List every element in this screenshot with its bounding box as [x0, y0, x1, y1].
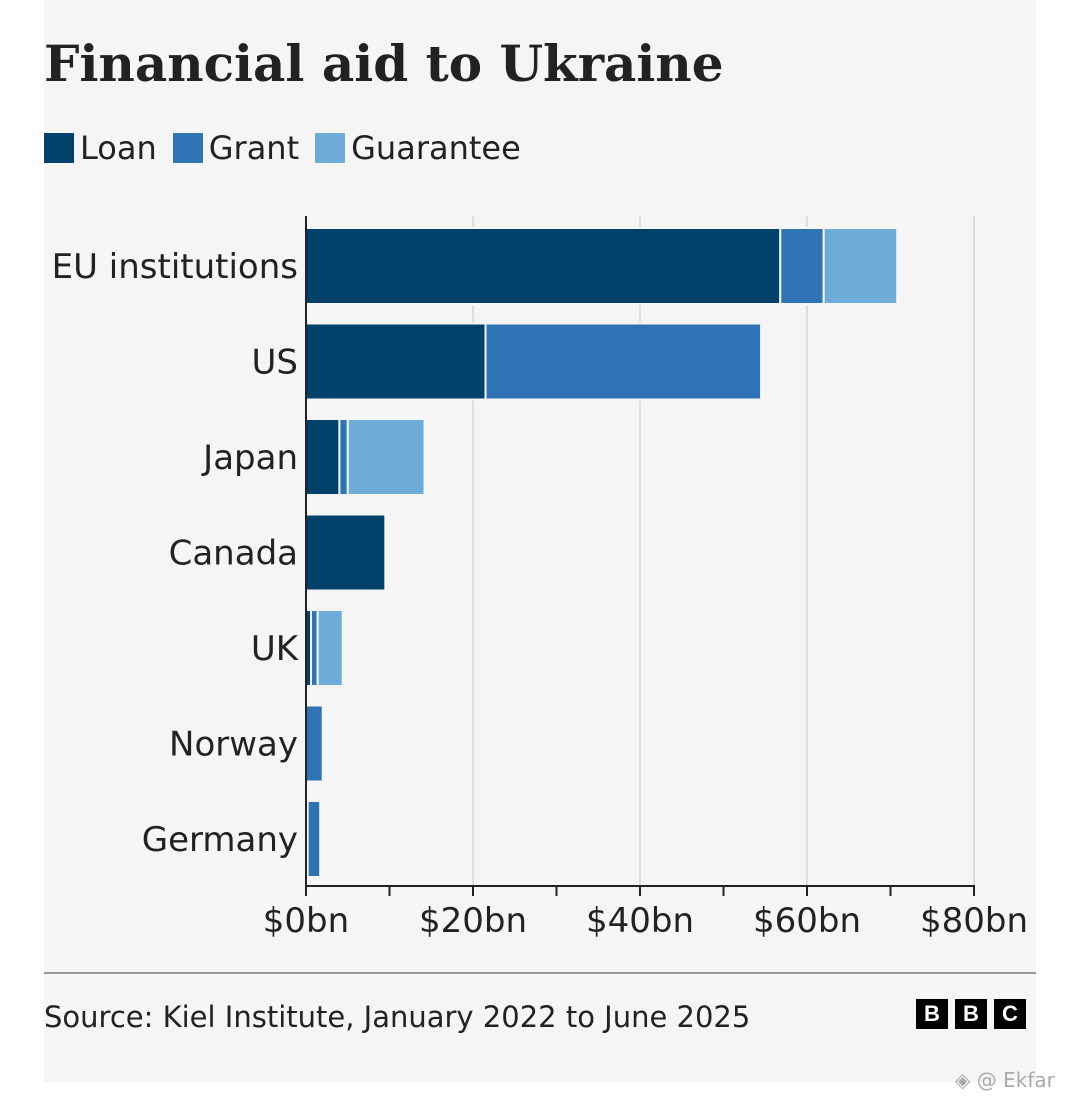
bar-segment: [305, 513, 387, 592]
category-label: Norway: [169, 725, 298, 765]
footer-divider: [44, 972, 1036, 974]
x-tick-label: $80bn: [920, 901, 1028, 941]
chart-card: [44, 0, 1036, 1082]
bar-segment: [779, 227, 825, 305]
bbc-logo-letter: B: [916, 999, 948, 1029]
legend-label-grant: Grant: [208, 129, 300, 167]
chart-title: Financial aid to Ukraine: [44, 34, 724, 93]
category-label: Canada: [169, 534, 298, 574]
bar-segment: [484, 322, 763, 401]
bar-segment: [305, 418, 341, 496]
legend-swatch-loan: [44, 133, 74, 163]
bbc-logo-letter: B: [955, 999, 987, 1029]
x-tick-label: $20bn: [419, 901, 527, 941]
bar-segment: [306, 800, 322, 878]
legend: Loan Grant Guarantee: [44, 128, 537, 168]
source-note: Source: Kiel Institute, January 2022 to …: [44, 1000, 751, 1034]
category-label: Germany: [142, 820, 298, 860]
bar-segment: [305, 227, 782, 305]
bar-segment: [310, 609, 319, 687]
legend-item-grant: Grant: [172, 129, 300, 167]
legend-item-guarantee: Guarantee: [315, 129, 521, 167]
x-tick-label: $40bn: [586, 901, 694, 941]
legend-swatch-grant: [172, 133, 203, 163]
x-tick-label: $60bn: [753, 901, 861, 941]
watermark: ◈ @ Ekfar: [955, 1068, 1055, 1092]
bar-segment: [305, 704, 324, 783]
legend-label-loan: Loan: [80, 129, 157, 167]
category-label: Japan: [201, 438, 298, 478]
x-tick-label: $0bn: [263, 901, 349, 941]
bar-segment: [305, 322, 487, 401]
legend-label-guarantee: Guarantee: [351, 129, 521, 167]
bar-segment: [346, 418, 426, 496]
category-label: EU institutions: [52, 247, 298, 287]
legend-swatch-guarantee: [315, 133, 346, 163]
legend-item-loan: Loan: [44, 129, 157, 167]
bbc-logo: B B C: [916, 999, 1033, 1029]
bar-segment: [316, 609, 344, 687]
bar-segment: [338, 418, 349, 496]
category-label: US: [252, 343, 298, 383]
bbc-logo-letter: C: [994, 999, 1026, 1029]
bar-segment: [822, 227, 899, 305]
category-label: UK: [251, 629, 300, 669]
